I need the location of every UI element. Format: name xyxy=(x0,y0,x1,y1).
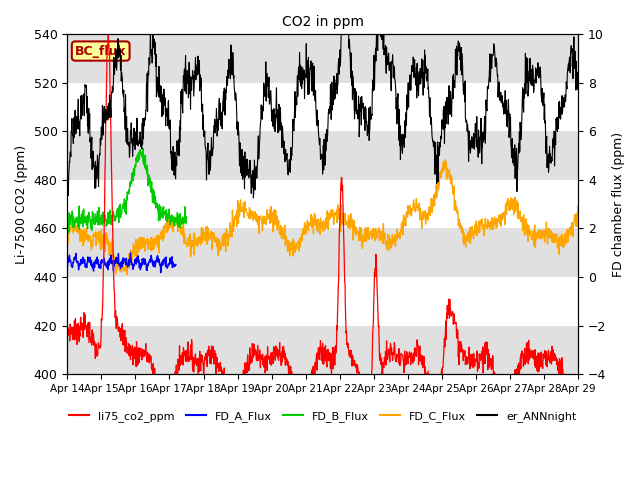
Text: BC_flux: BC_flux xyxy=(75,45,127,58)
Legend: li75_co2_ppm, FD_A_Flux, FD_B_Flux, FD_C_Flux, er_ANNnight: li75_co2_ppm, FD_A_Flux, FD_B_Flux, FD_C… xyxy=(65,407,580,426)
Bar xyxy=(67,228,579,277)
Bar xyxy=(67,35,579,83)
Bar xyxy=(67,325,579,374)
Bar xyxy=(67,132,579,180)
Title: CO2 in ppm: CO2 in ppm xyxy=(282,15,364,29)
Y-axis label: Li-7500 CO2 (ppm): Li-7500 CO2 (ppm) xyxy=(15,144,28,264)
Y-axis label: FD chamber flux (ppm): FD chamber flux (ppm) xyxy=(612,132,625,277)
